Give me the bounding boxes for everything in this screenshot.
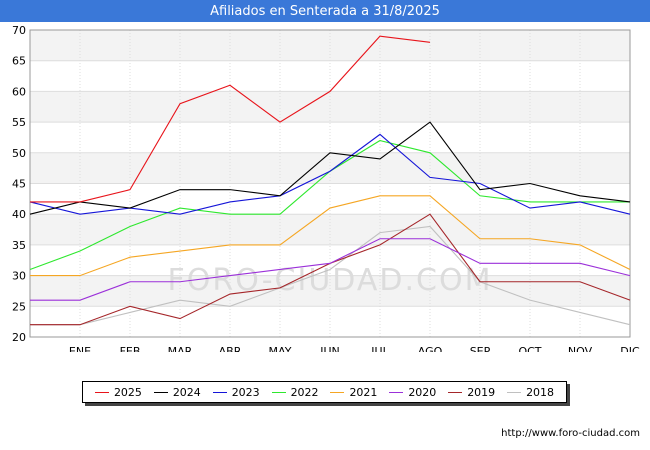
legend-item-2021: 2021 — [330, 386, 377, 399]
y-tick-label: 20 — [12, 331, 26, 344]
legend-swatch — [507, 391, 522, 393]
legend-label: 2022 — [290, 385, 319, 399]
line-chart: FORO-CIUDAD.COM 20 25 30 35 40 45 50 55 60 65 70 ENE… — [12, 24, 640, 352]
series-line-2024 — [29, 121, 631, 215]
series-line-2021 — [30, 195, 631, 277]
x-tick-label: JUN — [319, 345, 340, 352]
legend-label: 2025 — [113, 385, 142, 399]
plot-frame — [29, 29, 631, 338]
legend-item-2025: 2025 — [94, 385, 142, 399]
grid-band — [30, 275, 630, 307]
legend-swatch — [153, 391, 168, 393]
y-tick-label: 65 — [12, 55, 26, 68]
y-tick-label: 70 — [12, 24, 26, 37]
series-line-2020 — [30, 238, 631, 301]
legend-item-2023: 2023 — [212, 385, 260, 399]
y-tick-label: 25 — [12, 300, 26, 313]
y-tick-label: 55 — [12, 116, 26, 129]
watermark-text: FORO-CIUDAD.COM — [168, 263, 493, 298]
chart-legend: 2025 2024 2023 2022 2021 2020 2019 2018 — [82, 381, 567, 403]
legend-label: 2023 — [231, 385, 260, 399]
legend-label: 2020 — [408, 385, 437, 399]
x-tick-label: OCT — [518, 345, 541, 352]
legend-label: 2019 — [467, 385, 496, 399]
x-tick-label: ENE — [69, 345, 91, 352]
x-tick-label: NOV — [568, 345, 593, 352]
x-tick-label: FEB — [120, 345, 141, 352]
chart-title-bar: Afiliados en Senterada a 31/8/2025 — [0, 0, 650, 22]
y-tick-label: 35 — [12, 239, 26, 252]
y-tick-label: 30 — [12, 270, 26, 283]
legend-swatch — [389, 391, 404, 393]
chart-title: Afiliados en Senterada a 31/8/2025 — [210, 3, 440, 19]
y-tick-label: 40 — [12, 208, 26, 221]
legend-label: 2018 — [526, 385, 555, 399]
y-tick-label: 45 — [12, 178, 26, 191]
y-tick-label: 50 — [12, 147, 26, 160]
x-tick-label: JUL — [370, 345, 389, 352]
source-url: http://www.foro-ciudad.com — [501, 428, 640, 439]
legend-swatch — [212, 391, 227, 393]
legend-swatch — [94, 391, 109, 393]
legend-label: 2024 — [172, 385, 201, 399]
legend-item-2018: 2018 — [507, 386, 554, 399]
legend-swatch — [330, 391, 345, 393]
legend-swatch — [271, 391, 286, 393]
legend-swatch — [448, 391, 463, 393]
legend-item-2020: 2020 — [389, 386, 436, 399]
x-tick-label: AGO — [418, 345, 443, 352]
x-tick-label: ABR — [219, 345, 242, 352]
legend-item-2022: 2022 — [271, 385, 319, 399]
series-line-2025 — [30, 35, 431, 203]
y-tick-label: 60 — [12, 85, 26, 98]
x-tick-label: SEP — [470, 345, 491, 352]
series-line-2018 — [30, 225, 631, 326]
legend-item-2024: 2024 — [153, 385, 201, 399]
x-tick-label: MAR — [168, 345, 193, 352]
x-tick-label: MAY — [269, 345, 292, 352]
legend-item-2019: 2019 — [448, 386, 495, 399]
legend-label: 2021 — [349, 385, 378, 399]
x-tick-label: DIC — [620, 345, 640, 352]
